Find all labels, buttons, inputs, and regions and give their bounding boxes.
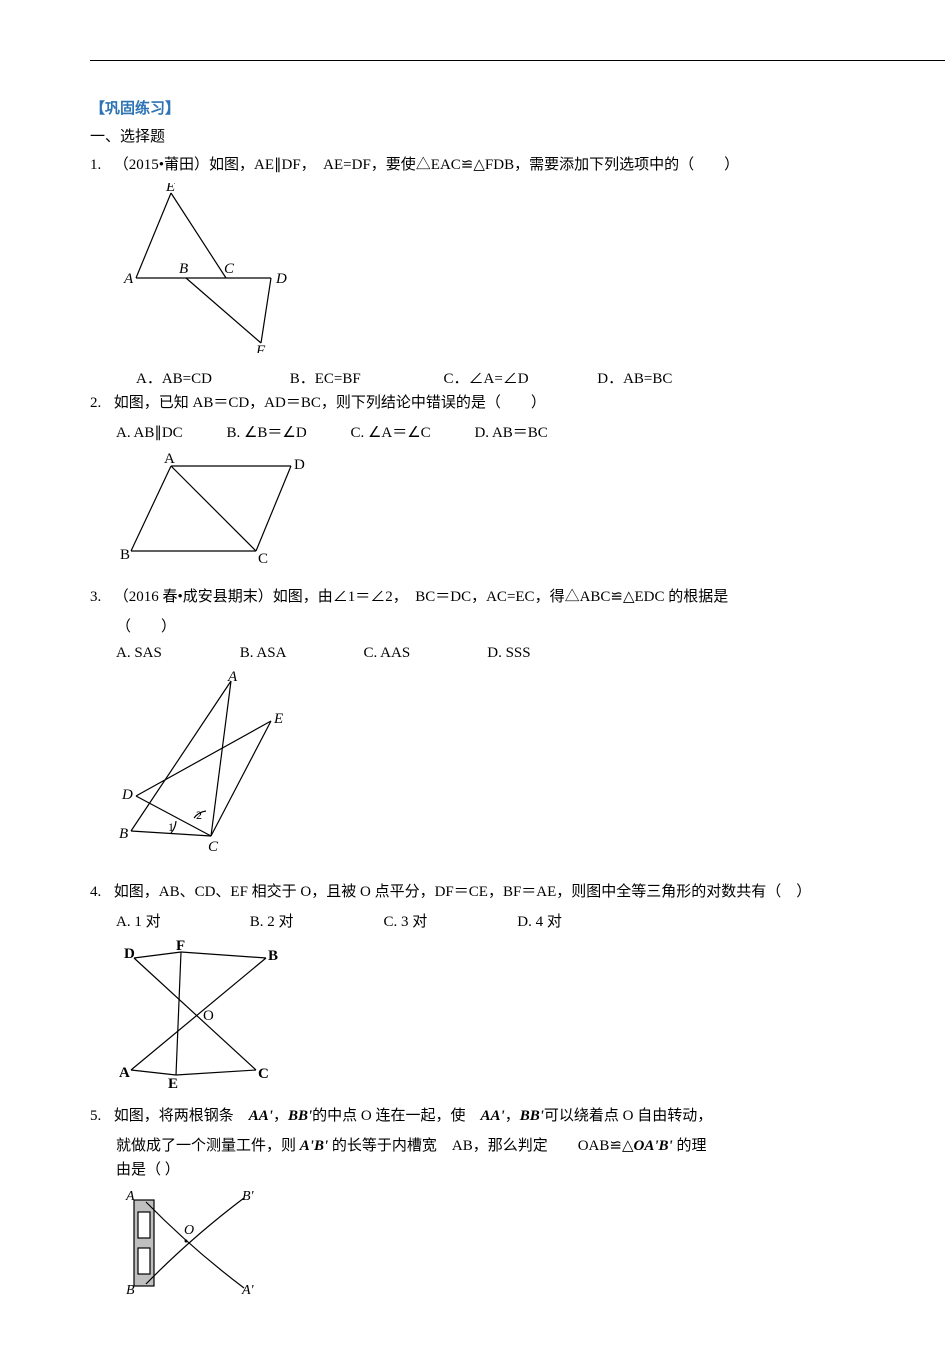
q2-options: A. AB∥DC B. ∠B＝∠D C. ∠A＝∠C D. AB＝BC — [116, 421, 945, 445]
angle-2: 2 — [196, 808, 202, 822]
q4-figure: D F B O A E C — [116, 940, 945, 1098]
q1-opt-D: D．AB=BC — [597, 367, 747, 391]
q4-opt-D: D. 4 对 — [517, 910, 647, 934]
q4-opt-C: C. 3 对 — [384, 910, 514, 934]
q4-opt-A: A. 1 对 — [116, 910, 246, 934]
q5-figure: A B' B A' O — [116, 1188, 945, 1306]
pt-C: C — [208, 839, 219, 855]
pt-Ap: A' — [241, 1283, 255, 1298]
question-5: 5. 如图，将两根钢条 AA'，BB'的中点 O 连在一起，使 AA'，BB'可… — [90, 1104, 945, 1128]
q1-opt-C: C．∠A=∠D — [444, 367, 594, 391]
pt-O: O — [184, 1223, 194, 1238]
question-1: 1. （2015•莆田）如图，AE∥DF， AE=DF，要使△EAC≌△FDB，… — [90, 153, 945, 177]
q4-opt-B: B. 2 对 — [250, 910, 380, 934]
section-title: 【巩固练习】 — [90, 97, 945, 121]
section-subtitle: 一、选择题 — [90, 125, 945, 149]
q3-opt-B: B. ASA — [240, 641, 360, 665]
q3-figure: A E D B C 1 2 — [116, 671, 945, 874]
q4-text: 如图，AB、CD、EF 相交于 O，且被 O 点平分，DF＝CE，BF＝AE，则… — [114, 884, 812, 900]
pt-D: D — [124, 946, 135, 962]
pt-B: B — [179, 261, 188, 277]
pt-E: E — [165, 183, 175, 195]
pt-D: D — [121, 787, 133, 803]
q2-opt-D: D. AB＝BC — [474, 421, 547, 445]
angle-1: 1 — [168, 820, 174, 834]
pt-B: B — [268, 948, 278, 964]
q2-opt-A: A. AB∥DC — [116, 421, 183, 445]
pt-E: E — [273, 711, 283, 727]
pt-F: F — [255, 343, 266, 353]
q3-number: 3. — [90, 585, 110, 609]
pt-D: D — [294, 457, 305, 473]
pt-B: B — [119, 826, 128, 842]
q3-opt-A: A. SAS — [116, 641, 236, 665]
pt-A: A — [164, 451, 175, 467]
pt-A: A — [125, 1189, 135, 1204]
q1-opt-A: A．AB=CD — [136, 367, 286, 391]
question-3: 3. （2016 春•成安县期末）如图，由∠1＝∠2， BC＝DC，AC=EC，… — [90, 585, 945, 609]
q2-number: 2. — [90, 391, 110, 415]
pt-A: A — [123, 271, 134, 287]
question-2: 2. 如图，已知 AB＝CD，AD＝BC，则下列结论中错误的是（ ） — [90, 391, 945, 415]
pt-A: A — [119, 1065, 130, 1081]
pt-C: C — [258, 1066, 269, 1082]
q3-opt-C: C. AAS — [364, 641, 484, 665]
q2-text: 如图，已知 AB＝CD，AD＝BC，则下列结论中错误的是（ ） — [114, 395, 546, 411]
q5-line1: 如图，将两根钢条 AA'，BB'的中点 O 连在一起，使 AA'，BB'可以绕着… — [114, 1108, 712, 1124]
pt-C: C — [224, 261, 235, 277]
q3-text: （2016 春•成安县期末）如图，由∠1＝∠2， BC＝DC，AC=EC，得△A… — [114, 589, 729, 605]
q4-options: A. 1 对 B. 2 对 C. 3 对 D. 4 对 — [116, 910, 945, 934]
top-rule — [90, 60, 945, 61]
q1-figure: E A B C D F — [116, 183, 945, 361]
q3-options: A. SAS B. ASA C. AAS D. SSS — [116, 641, 945, 665]
q5-line2: 就做成了一个测量工件，则 A'B' 的长等于内槽宽 AB，那么判定 OAB≌△O… — [116, 1134, 945, 1158]
q5-number: 5. — [90, 1104, 110, 1128]
pt-A: A — [227, 671, 238, 685]
q4-number: 4. — [90, 880, 110, 904]
q2-opt-B: B. ∠B＝∠D — [226, 421, 306, 445]
q3-paren: （ ） — [116, 615, 945, 639]
pt-B: B — [120, 547, 130, 563]
q3-opt-D: D. SSS — [487, 641, 607, 665]
q1-opt-B: B．EC=BF — [290, 367, 440, 391]
question-4: 4. 如图，AB、CD、EF 相交于 O，且被 O 点平分，DF＝CE，BF＝A… — [90, 880, 945, 904]
pt-D: D — [275, 271, 287, 287]
pt-Bp: B' — [242, 1189, 255, 1204]
q1-options: A．AB=CD B．EC=BF C．∠A=∠D D．AB=BC — [136, 367, 945, 391]
q1-text: （2015•莆田）如图，AE∥DF， AE=DF，要使△EAC≌△FDB，需要添… — [114, 157, 739, 173]
pt-B: B — [126, 1283, 135, 1298]
pt-C: C — [258, 551, 268, 567]
pt-F: F — [176, 940, 185, 954]
q5-line3: 由是（ ） — [116, 1158, 945, 1182]
q2-opt-C: C. ∠A＝∠C — [350, 421, 430, 445]
q2-figure: A D B C — [116, 451, 945, 579]
q1-number: 1. — [90, 153, 110, 177]
pt-O: O — [203, 1008, 214, 1024]
pt-E: E — [168, 1076, 178, 1090]
